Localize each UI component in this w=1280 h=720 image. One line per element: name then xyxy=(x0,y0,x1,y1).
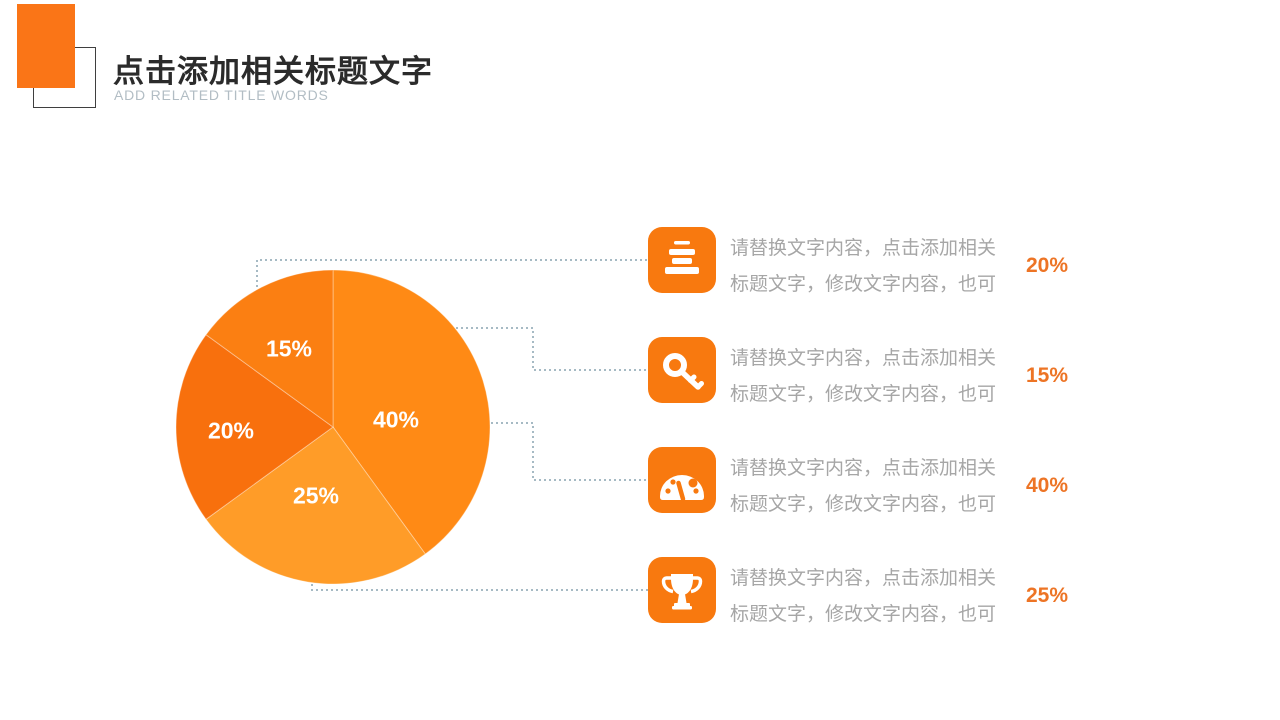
pie-label-40: 40% xyxy=(372,406,420,433)
pie-label-25: 25% xyxy=(292,482,340,509)
item-text: 请替换文字内容，点击添加相关 标题文字，修改文字内容，也可 xyxy=(730,231,996,303)
item-text-line2: 标题文字，修改文字内容，也可 xyxy=(730,494,997,515)
item-text: 请替换文字内容，点击添加相关 标题文字，修改文字内容，也可 xyxy=(730,341,996,413)
layers-icon xyxy=(648,227,716,293)
item-text-line1: 请替换文字内容，点击添加相关 xyxy=(730,458,997,479)
legend-item-15: 请替换文字内容，点击添加相关 标题文字，修改文字内容，也可 15% xyxy=(648,337,1118,405)
pie-slice-20 xyxy=(175,334,334,520)
item-text-line2: 标题文字，修改文字内容，也可 xyxy=(730,604,997,625)
connector-line-40 xyxy=(416,422,649,481)
pie-label-15: 15% xyxy=(265,335,313,362)
item-text-line1: 请替换文字内容，点击添加相关 xyxy=(730,348,997,369)
pie-slice-40 xyxy=(332,269,491,555)
item-text-line1: 请替换文字内容，点击添加相关 xyxy=(730,568,997,589)
legend-item-25: 请替换文字内容，点击添加相关 标题文字，修改文字内容，也可 25% xyxy=(648,557,1118,625)
pie-slice-25 xyxy=(205,426,426,585)
item-text: 请替换文字内容，点击添加相关 标题文字，修改文字内容，也可 xyxy=(730,451,996,523)
pie-slice-15 xyxy=(205,269,334,428)
item-percent: 20% xyxy=(1026,254,1069,277)
page-subtitle: ADD RELATED TITLE WORDS xyxy=(114,87,329,103)
item-percent: 25% xyxy=(1026,584,1069,607)
legend-item-40: 请替换文字内容，点击添加相关 标题文字，修改文字内容，也可 40% xyxy=(648,447,1118,515)
header-orange-square xyxy=(17,4,75,88)
item-text-line1: 请替换文字内容，点击添加相关 xyxy=(730,238,997,259)
key-icon xyxy=(648,337,716,403)
trophy-icon xyxy=(648,557,716,623)
gauge-icon xyxy=(648,447,716,513)
page-title: 点击添加相关标题文字 xyxy=(113,54,433,89)
item-text-line2: 标题文字，修改文字内容，也可 xyxy=(730,274,997,295)
pie-label-20: 20% xyxy=(207,417,255,444)
connector-line-20 xyxy=(256,259,649,422)
item-percent: 40% xyxy=(1026,474,1069,497)
item-text: 请替换文字内容，点击添加相关 标题文字，修改文字内容，也可 xyxy=(730,561,996,633)
item-percent: 15% xyxy=(1026,364,1069,387)
legend-item-20: 请替换文字内容，点击添加相关 标题文字，修改文字内容，也可 20% xyxy=(648,227,1118,295)
connector-line-25 xyxy=(311,549,649,591)
item-text-line2: 标题文字，修改文字内容，也可 xyxy=(730,384,997,405)
